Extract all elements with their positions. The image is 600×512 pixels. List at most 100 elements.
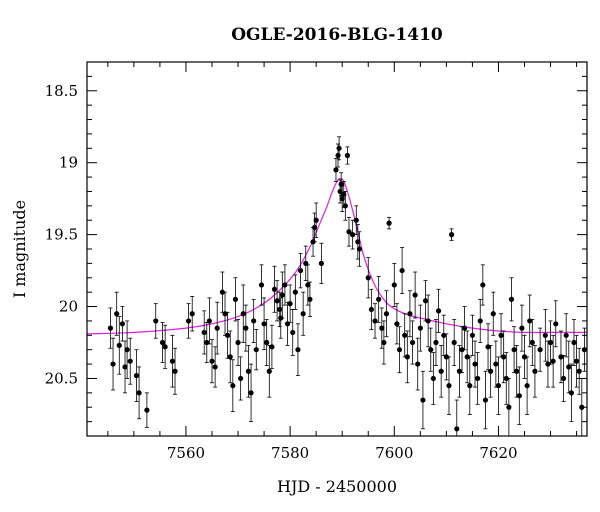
data-point: [417, 325, 423, 331]
data-point: [498, 332, 504, 338]
data-point: [206, 318, 212, 324]
data-point: [201, 329, 207, 336]
data-point: [240, 311, 246, 317]
data-point: [248, 390, 254, 396]
data-point: [342, 203, 348, 209]
data-point: [391, 282, 397, 288]
x-tick-label: 7580: [271, 444, 309, 462]
data-point: [153, 318, 159, 324]
data-point: [482, 397, 489, 403]
data-point: [409, 339, 416, 346]
data-point: [261, 321, 267, 327]
data-point: [428, 347, 434, 353]
data-point: [480, 282, 486, 288]
data-point: [376, 296, 382, 302]
data-point: [511, 347, 517, 353]
data-point: [407, 311, 413, 317]
data-point: [353, 217, 359, 223]
data-point: [114, 311, 120, 317]
data-point: [344, 152, 351, 159]
data-point: [573, 358, 580, 364]
data-point: [433, 339, 439, 346]
data-point: [333, 167, 339, 173]
data-point: [516, 393, 522, 399]
y-tick-label: 19.5: [45, 226, 78, 244]
data-point: [225, 332, 231, 338]
data-point: [235, 339, 241, 346]
data-point: [122, 364, 128, 370]
data-point: [251, 318, 257, 324]
x-tick-label: 7600: [375, 444, 413, 462]
data-point: [576, 368, 582, 374]
data-point: [503, 375, 509, 382]
data-point: [521, 354, 528, 360]
data-point: [467, 383, 473, 389]
x-tick-label: 7620: [479, 444, 517, 462]
data-point: [266, 368, 272, 374]
data-point: [313, 217, 319, 223]
data-point: [430, 375, 436, 382]
data-point: [245, 368, 252, 374]
data-point: [459, 347, 465, 353]
data-point: [307, 296, 313, 302]
data-point: [282, 282, 288, 288]
data-point: [542, 332, 548, 338]
data-point: [159, 339, 166, 346]
data-point: [277, 306, 283, 313]
data-point: [514, 368, 520, 374]
data-point: [501, 354, 507, 360]
data-point: [271, 286, 278, 292]
data-point: [230, 383, 236, 389]
data-point: [189, 311, 195, 317]
data-point: [506, 404, 512, 410]
data-point: [493, 361, 499, 367]
data-point: [335, 152, 341, 159]
data-point: [383, 311, 390, 317]
data-point: [454, 426, 460, 432]
data-point: [379, 325, 385, 331]
data-point: [469, 332, 476, 338]
data-point: [185, 318, 192, 324]
data-point: [136, 390, 142, 396]
data-point: [472, 361, 478, 367]
data-point: [394, 321, 400, 327]
data-point: [553, 321, 559, 327]
data-point: [448, 232, 455, 238]
data-point: [532, 368, 538, 374]
data-point: [545, 361, 551, 367]
data-point: [287, 301, 293, 307]
data-point: [490, 311, 496, 317]
data-point: [563, 332, 569, 338]
data-point: [566, 364, 572, 370]
data-point: [415, 361, 421, 367]
data-point: [529, 339, 535, 346]
data-point: [290, 329, 296, 336]
data-point: [356, 246, 362, 252]
data-point: [127, 358, 133, 364]
data-point: [253, 347, 259, 353]
data-point: [412, 292, 418, 298]
data-point: [435, 308, 442, 314]
x-tick-label: 7560: [167, 444, 205, 462]
data-point: [274, 298, 280, 304]
y-tick-label: 19: [59, 154, 78, 172]
chart-title: OGLE-2016-BLG-1410: [231, 25, 443, 45]
data-point: [264, 339, 270, 346]
data-point: [519, 325, 525, 331]
data-point: [524, 383, 530, 389]
data-point: [420, 397, 426, 403]
data-point: [116, 342, 122, 348]
data-point: [571, 339, 577, 346]
data-point: [346, 229, 352, 235]
data-point: [422, 298, 429, 304]
data-point: [477, 318, 483, 324]
data-point: [443, 354, 449, 360]
model-curve-layer: [86, 177, 587, 335]
data-point: [300, 311, 306, 317]
data-point: [396, 347, 403, 353]
data-point: [508, 296, 515, 302]
data-point: [550, 358, 556, 364]
data-point: [568, 390, 574, 396]
data-point: [451, 339, 457, 346]
